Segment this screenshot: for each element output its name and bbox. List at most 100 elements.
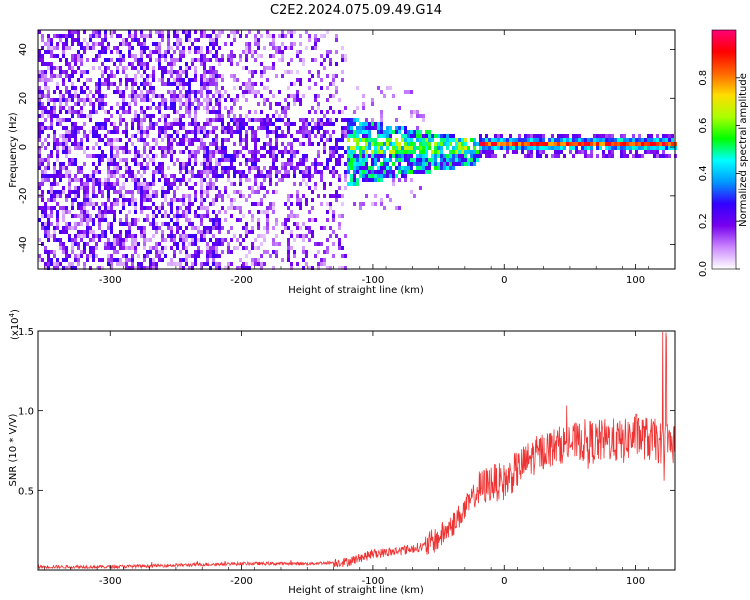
spectrogram-cell <box>146 214 149 218</box>
spectrogram-cell <box>188 114 191 118</box>
spectrogram-cell <box>311 126 314 130</box>
spectrogram-cell <box>311 234 314 238</box>
spectrogram-cell <box>431 134 434 138</box>
spectrogram-cell <box>86 198 89 202</box>
spectrogram-cell <box>299 202 302 206</box>
spectrogram-cell <box>425 170 428 174</box>
spectrogram-cell <box>434 134 437 138</box>
spectrogram-cell <box>110 182 113 186</box>
spectrogram-cell <box>635 138 638 142</box>
spectrogram-cell <box>644 142 647 146</box>
spectrogram-cell <box>44 126 47 130</box>
spectrogram-cell <box>80 54 83 58</box>
spectrogram-cell <box>410 142 413 146</box>
spectrogram-cell <box>77 186 80 190</box>
spectrogram-cell <box>245 246 248 250</box>
spectrogram-cell <box>65 98 68 102</box>
spectrogram-cell <box>254 50 257 54</box>
spectrogram-cell <box>245 54 248 58</box>
spectrogram-cell <box>287 122 290 126</box>
spectrogram-cell <box>560 146 563 150</box>
spectrogram-cell <box>251 134 254 138</box>
spectrogram-cell <box>368 154 371 158</box>
spectrogram-cell <box>389 138 392 142</box>
spectrogram-cell <box>200 62 203 66</box>
spectrogram-cell <box>128 78 131 82</box>
spectrogram-cell <box>74 190 77 194</box>
spectrogram-cell <box>95 30 98 34</box>
spectrogram-cell <box>251 242 254 246</box>
spectrogram-cell <box>254 182 257 186</box>
spectrogram-cell <box>203 54 206 58</box>
spectrogram-cell <box>44 170 47 174</box>
spectrogram-cell <box>158 206 161 210</box>
spectrogram-cell <box>233 166 236 170</box>
spectrogram-cell <box>68 94 71 98</box>
spectrogram-cell <box>347 150 350 154</box>
spectrogram-cell <box>197 130 200 134</box>
spectrogram-cell <box>254 110 257 114</box>
spectrogram-cell <box>191 222 194 226</box>
spectrogram-cell <box>425 138 428 142</box>
spectrogram-cell <box>365 138 368 142</box>
spectrogram-cell <box>395 154 398 158</box>
spectrogram-cell <box>83 182 86 186</box>
spectrogram-cell <box>167 134 170 138</box>
spectrogram-cell <box>107 178 110 182</box>
spectrogram-cell <box>116 234 119 238</box>
spectrogram-cell <box>131 262 134 266</box>
spectrogram-cell <box>131 66 134 70</box>
spectrogram-cell <box>122 186 125 190</box>
spectrogram-cell <box>416 146 419 150</box>
spectrogram-cell <box>416 114 419 118</box>
spectrogram-cell <box>59 58 62 62</box>
spectrogram-cell <box>167 226 170 230</box>
spectrogram-cell <box>119 258 122 262</box>
spectrogram-cell <box>221 226 224 230</box>
spectrogram-cell <box>56 86 59 90</box>
spectrogram-cell <box>53 178 56 182</box>
spectrogram-cell <box>347 162 350 166</box>
spectrogram-cell <box>173 110 176 114</box>
spectrogram-cell <box>242 266 245 270</box>
spectrogram-cell <box>62 126 65 130</box>
spectrogram-cell <box>92 130 95 134</box>
spectrogram-cell <box>155 190 158 194</box>
spectrogram-cell <box>173 30 176 34</box>
spectrogram-cell <box>143 94 146 98</box>
spectrogram-cell <box>77 202 80 206</box>
spectrogram-cell <box>230 62 233 66</box>
spectrogram-cell <box>587 138 590 142</box>
spectrogram-cell <box>233 190 236 194</box>
spectrogram-cell <box>122 110 125 114</box>
spectrogram-cell <box>272 146 275 150</box>
spectrogram-cell <box>356 86 359 90</box>
spectrogram-cell <box>86 86 89 90</box>
spectrogram-cell <box>272 42 275 46</box>
spectrogram-cell <box>404 174 407 178</box>
spectrogram-cell <box>389 150 392 154</box>
spectrogram-cell <box>212 138 215 142</box>
spectrogram-cell <box>209 78 212 82</box>
spectrogram-cell <box>425 166 428 170</box>
spectrogram-cell <box>200 58 203 62</box>
spectrogram-cell <box>137 190 140 194</box>
spectrogram-cell <box>164 174 167 178</box>
spectrogram-cell <box>179 250 182 254</box>
spectrogram-cell <box>293 222 296 226</box>
spectrogram-cell <box>188 138 191 142</box>
spectrogram-cell <box>110 34 113 38</box>
spectrogram-cell <box>158 210 161 214</box>
spectrogram-cell <box>146 266 149 270</box>
spectrogram-cell <box>53 174 56 178</box>
spectrogram-cell <box>638 146 641 150</box>
spectrogram-cell <box>263 122 266 126</box>
spectrogram-cell <box>242 174 245 178</box>
spectrogram-cell <box>47 66 50 70</box>
spectrogram-cell <box>446 158 449 162</box>
spectrogram-cell <box>335 38 338 42</box>
spectrogram-cell <box>332 214 335 218</box>
spectrogram-cell <box>614 146 617 150</box>
spectrogram-cell <box>380 122 383 126</box>
spectrogram-cell <box>374 150 377 154</box>
